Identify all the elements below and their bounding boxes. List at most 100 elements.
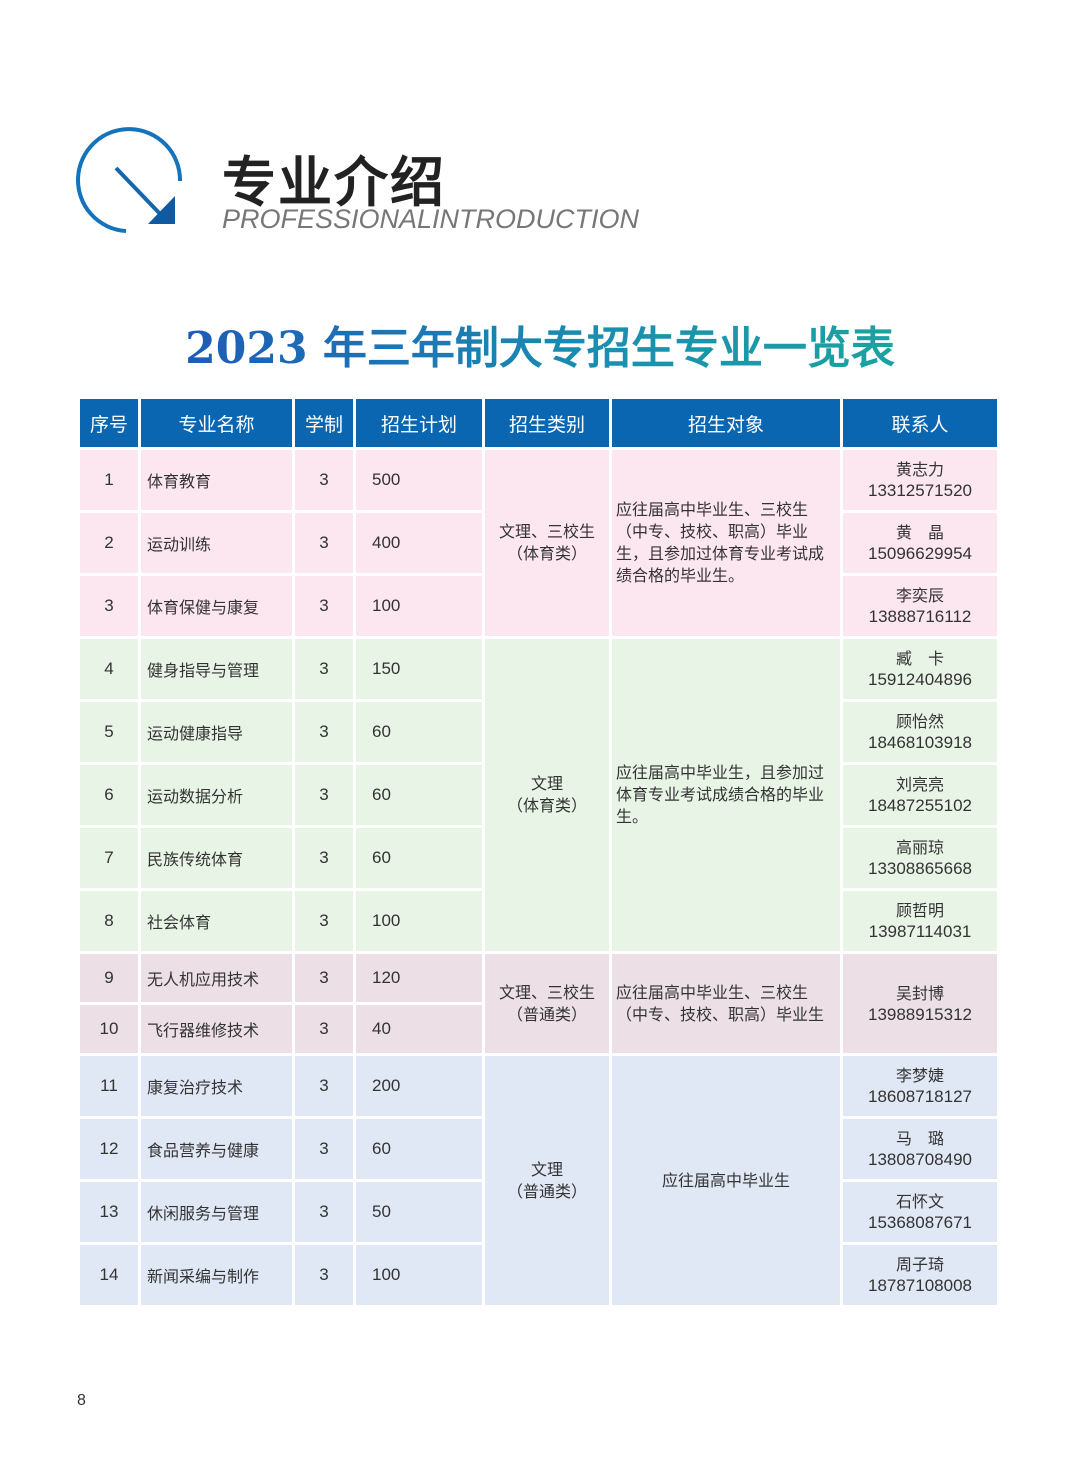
major-name: 飞行器维修技术 [141, 1005, 292, 1053]
enrollment-plan: 120 [356, 954, 482, 1002]
row-number: 3 [80, 576, 138, 636]
table-row: 14 新闻采编与制作 3 100 周子琦 18787108008 [80, 1245, 997, 1305]
enrollment-plan: 60 [356, 702, 482, 762]
contact-phone: 13312571520 [867, 481, 972, 500]
contact-person: 李梦婕 18608718127 [843, 1056, 997, 1116]
table-row: 12 食品营养与健康 3 60 马 璐 13808708490 [80, 1119, 997, 1179]
contact-phone: 13987114031 [868, 922, 972, 941]
major-name: 运动数据分析 [141, 765, 292, 825]
column-header: 招生对象 [612, 399, 840, 447]
row-number: 1 [80, 450, 138, 510]
contact-name: 臧 卡 [895, 649, 944, 668]
contact-person: 刘亮亮 18487255102 [843, 765, 997, 825]
enrollment-target: 应往届高中毕业生、三校生（中专、技校、职高）毕业生 [612, 954, 840, 1053]
enrollment-target: 应往届高中毕业生，且参加过体育专业考试成绩合格的毕业生。 [612, 639, 840, 951]
duration-years: 3 [295, 954, 353, 1002]
column-header: 联系人 [843, 399, 997, 447]
duration-years: 3 [295, 702, 353, 762]
category-line: （体育类） [506, 796, 587, 815]
enrollment-plan: 60 [356, 828, 482, 888]
duration-years: 3 [295, 1245, 353, 1305]
contact-person: 黄 晶 15096629954 [843, 513, 997, 573]
major-name: 康复治疗技术 [141, 1056, 292, 1116]
category-line: 文理 [530, 1159, 563, 1179]
category-line: （普通类） [506, 1181, 587, 1201]
enrollment-plan: 60 [356, 765, 482, 825]
table-row: 6 运动数据分析 3 60 刘亮亮 18487255102 [80, 765, 997, 825]
major-name: 运动训练 [141, 513, 292, 573]
contact-person: 黄志力 13312571520 [843, 450, 997, 510]
table-row: 7 民族传统体育 3 60 高丽琼 13308865668 [80, 828, 997, 888]
contact-person: 周子琦 18787108008 [843, 1245, 997, 1305]
arrow-circle-icon [76, 127, 183, 233]
row-number: 8 [80, 891, 138, 951]
contact-person: 顾怡然 18468103918 [843, 702, 997, 762]
enrollment-plan: 100 [356, 1245, 482, 1305]
enrollment-target: 应往届高中毕业生 [612, 1056, 840, 1305]
contact-person: 臧 卡 15912404896 [843, 639, 997, 699]
contact-person: 高丽琼 13308865668 [843, 828, 997, 888]
major-name: 食品营养与健康 [141, 1119, 292, 1179]
row-number: 9 [80, 954, 138, 1002]
table-row: 9 无人机应用技术 3 120 文理、三校生 （普通类） 应往届高中毕业生、三校生（中专、技… [80, 954, 997, 1053]
section-title: 专业介绍 [222, 150, 446, 214]
enrollment-plan: 200 [356, 1056, 482, 1116]
duration-years: 3 [295, 1005, 353, 1053]
enrollment-plan: 100 [356, 576, 482, 636]
major-name: 健身指导与管理 [141, 639, 292, 699]
category-line: （普通类） [506, 1004, 587, 1024]
table-row: 13 休闲服务与管理 3 50 石怀文 15368087671 [80, 1182, 997, 1242]
major-name: 运动健康指导 [141, 702, 292, 762]
column-header: 招生计划 [356, 399, 482, 447]
contact-phone: 13308865668 [867, 859, 972, 878]
row-number: 11 [80, 1056, 138, 1116]
major-name: 体育教育 [141, 450, 292, 510]
duration-years: 3 [295, 639, 353, 699]
contact-phone: 15096629954 [867, 544, 972, 563]
contact-phone: 18787108008 [867, 1276, 972, 1295]
page-number: 8 [77, 1392, 86, 1409]
contact-phone: 15912404896 [867, 670, 972, 689]
row-number: 7 [80, 828, 138, 888]
row-number: 6 [80, 765, 138, 825]
contact-name: 马 璐 [895, 1129, 944, 1148]
category-line: （体育类） [506, 544, 587, 563]
duration-years: 3 [295, 513, 353, 573]
table-title: 2023 年三年制大专招生专业一览表 [185, 323, 895, 374]
enrollment-category: 文理 （普通类） [485, 1056, 609, 1305]
table-row: 11 康复治疗技术 3 200 文理 （普通类） 应往届高中毕业生 李梦婕 1860871812… [80, 1056, 997, 1305]
enrollment-category: 文理 （体育类） [485, 639, 609, 951]
duration-years: 3 [295, 576, 353, 636]
contact-name: 李梦婕 [895, 1066, 944, 1085]
section-subtitle: PROFESSIONALINTRODUCTION [222, 204, 640, 234]
column-header: 序号 [80, 399, 138, 447]
contact-name: 刘亮亮 [895, 775, 944, 794]
row-number: 12 [80, 1119, 138, 1179]
major-name: 无人机应用技术 [141, 954, 292, 1002]
enrollment-category: 文理、三校生 （体育类） [485, 450, 609, 636]
column-header: 学制 [295, 399, 353, 447]
contact-name: 顾怡然 [895, 712, 944, 731]
table-row: 3 体育保健与康复 3 100 李奕辰 13888716112 [80, 576, 997, 636]
enrollment-plan: 60 [356, 1119, 482, 1179]
contact-person: 吴封博 13988915312 [843, 954, 997, 1053]
table-row: 8 社会体育 3 100 顾哲明 13987114031 [80, 891, 997, 951]
row-number: 13 [80, 1182, 138, 1242]
duration-years: 3 [295, 765, 353, 825]
duration-years: 3 [295, 1119, 353, 1179]
major-name: 体育保健与康复 [141, 576, 292, 636]
contact-person: 李奕辰 13888716112 [843, 576, 997, 636]
contact-phone: 18468103918 [867, 733, 972, 752]
contact-phone: 18608718127 [867, 1087, 972, 1106]
contact-name: 黄 晶 [895, 523, 944, 542]
table-row: 5 运动健康指导 3 60 顾怡然 18468103918 [80, 702, 997, 762]
enrollment-plan: 400 [356, 513, 482, 573]
contact-name: 周子琦 [895, 1255, 944, 1274]
table-row: 2 运动训练 3 400 黄 晶 15096629954 [80, 513, 997, 573]
major-name: 新闻采编与制作 [141, 1245, 292, 1305]
contact-phone: 18487255102 [867, 796, 972, 815]
row-number: 5 [80, 702, 138, 762]
row-number: 4 [80, 639, 138, 699]
contact-name: 顾哲明 [895, 901, 944, 920]
contact-name: 李奕辰 [895, 586, 944, 605]
